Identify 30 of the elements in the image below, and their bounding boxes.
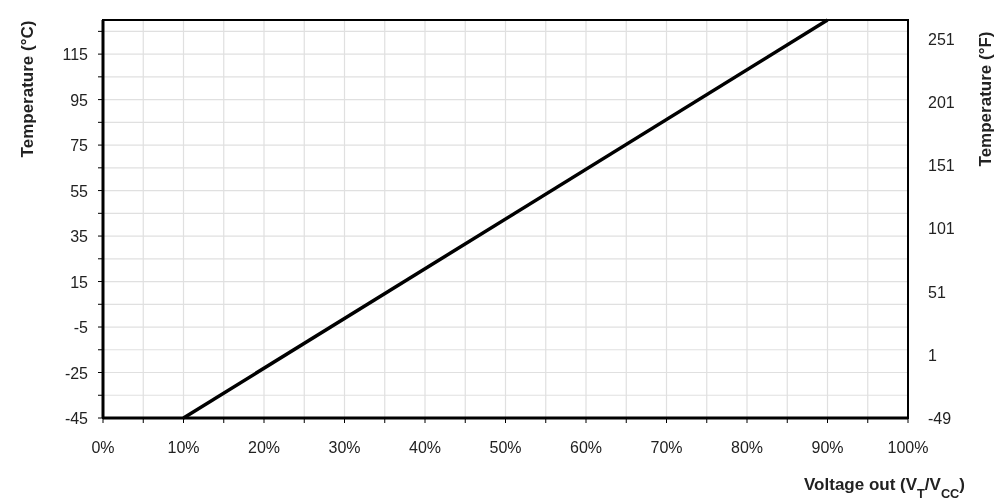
x-axis-title: Voltage out (V$_{T}$/V$_{CC}$) [804, 475, 965, 501]
y2-tick-label: 201 [928, 94, 955, 112]
x-tick-label: 50% [489, 439, 522, 456]
y-tick-label: -45 [64, 410, 89, 427]
x-tick-label: 60% [569, 439, 603, 456]
y2-tick-label: 251 [928, 30, 955, 48]
y2-tick-label: 51 [928, 283, 946, 301]
x-tick-label: 0% [91, 439, 115, 456]
y2-axis-title: Temperature (°F) [976, 31, 995, 167]
y-tick-label: -5 [73, 319, 89, 337]
x-tick-label: 20% [247, 439, 281, 456]
y2-tick-label: 151 [928, 157, 955, 175]
y-tick-label: 115 [62, 46, 89, 64]
x-tick-label: 100% [887, 439, 929, 456]
y-tick-label: -25 [64, 364, 89, 382]
x-tick-label: 70% [650, 439, 683, 456]
y2-tick-label: 101 [928, 220, 955, 238]
x-tick-label: 80% [730, 439, 764, 456]
y2-tick-label: -49 [928, 410, 952, 427]
y-tick-label: 95 [70, 91, 89, 109]
x-tick-label: 30% [328, 439, 361, 456]
y-tick-label: 75 [70, 137, 89, 155]
y-tick-label: 15 [70, 273, 89, 291]
y-tick-label: 55 [70, 182, 89, 200]
y-axis-title: Temperature (°C) [18, 20, 37, 158]
x-tick-label: 90% [811, 439, 844, 456]
x-tick-label: 10% [167, 439, 200, 456]
x-tick-label: 40% [408, 439, 442, 456]
y2-tick-label: 1 [928, 346, 937, 364]
y-tick-label: 35 [70, 228, 89, 246]
